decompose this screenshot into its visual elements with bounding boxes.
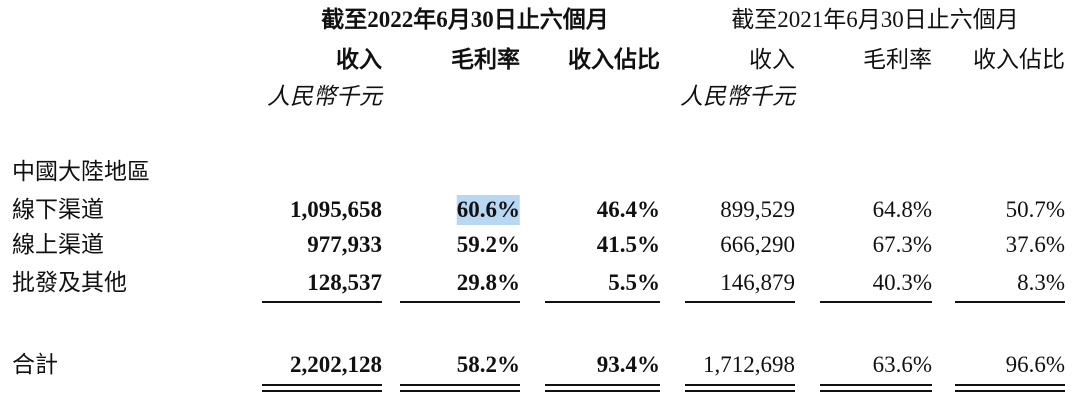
double-underline <box>262 384 382 386</box>
cell: 96.6% <box>1005 352 1065 377</box>
underline <box>820 301 932 303</box>
cell: 64.8% <box>872 197 932 222</box>
underline <box>262 301 382 303</box>
cell: 1,095,658 <box>290 197 382 222</box>
cell: 50.7% <box>1005 197 1065 222</box>
double-underline <box>262 390 382 392</box>
cell: 58.2% <box>456 352 520 377</box>
row-label: 合計 <box>12 352 58 377</box>
double-underline <box>545 384 660 386</box>
double-underline <box>685 390 795 392</box>
double-underline <box>400 390 520 392</box>
cell: 2,202,128 <box>290 352 382 377</box>
double-underline <box>545 390 660 392</box>
period-header: 截至2022年6月30日止六個月 <box>321 7 609 32</box>
row-label: 線下渠道 <box>12 197 104 222</box>
double-underline <box>955 384 1065 386</box>
unit-label: 人民幣千元 <box>267 84 382 109</box>
cell: 37.6% <box>1005 232 1065 257</box>
period-header: 截至2021年6月30日止六個月 <box>731 7 1019 32</box>
underline <box>685 301 795 303</box>
column-header: 毛利率 <box>863 47 932 72</box>
cell: 29.8% <box>456 270 520 295</box>
cell: 40.3% <box>872 270 932 295</box>
column-header: 收入佔比 <box>568 47 660 72</box>
row-label: 批發及其他 <box>12 270 127 295</box>
cell: 60.6% <box>456 195 520 225</box>
underline <box>545 301 660 303</box>
cell: 46.4% <box>596 197 660 222</box>
cell: 666,290 <box>720 232 795 257</box>
underline <box>400 301 520 303</box>
cell: 146,879 <box>720 270 795 295</box>
cell: 41.5% <box>596 232 660 257</box>
double-underline <box>820 390 932 392</box>
cell: 1,712,698 <box>703 352 795 377</box>
underline <box>955 301 1065 303</box>
unit-label: 人民幣千元 <box>680 84 795 109</box>
column-header: 收入 <box>749 47 795 72</box>
section-label: 中國大陸地區 <box>12 159 150 184</box>
column-header: 收入 <box>336 47 382 72</box>
double-underline <box>685 384 795 386</box>
cell: 93.4% <box>596 352 660 377</box>
double-underline <box>820 384 932 386</box>
cell: 128,537 <box>307 270 382 295</box>
cell: 63.6% <box>872 352 932 377</box>
column-header: 毛利率 <box>451 47 520 72</box>
double-underline <box>955 390 1065 392</box>
column-header: 收入佔比 <box>973 47 1065 72</box>
cell: 8.3% <box>1017 270 1065 295</box>
cell: 977,933 <box>307 232 382 257</box>
row-label: 線上渠道 <box>12 232 104 257</box>
cell: 67.3% <box>872 232 932 257</box>
double-underline <box>400 384 520 386</box>
cell: 5.5% <box>608 270 660 295</box>
cell: 59.2% <box>456 232 520 257</box>
cell: 899,529 <box>720 197 795 222</box>
